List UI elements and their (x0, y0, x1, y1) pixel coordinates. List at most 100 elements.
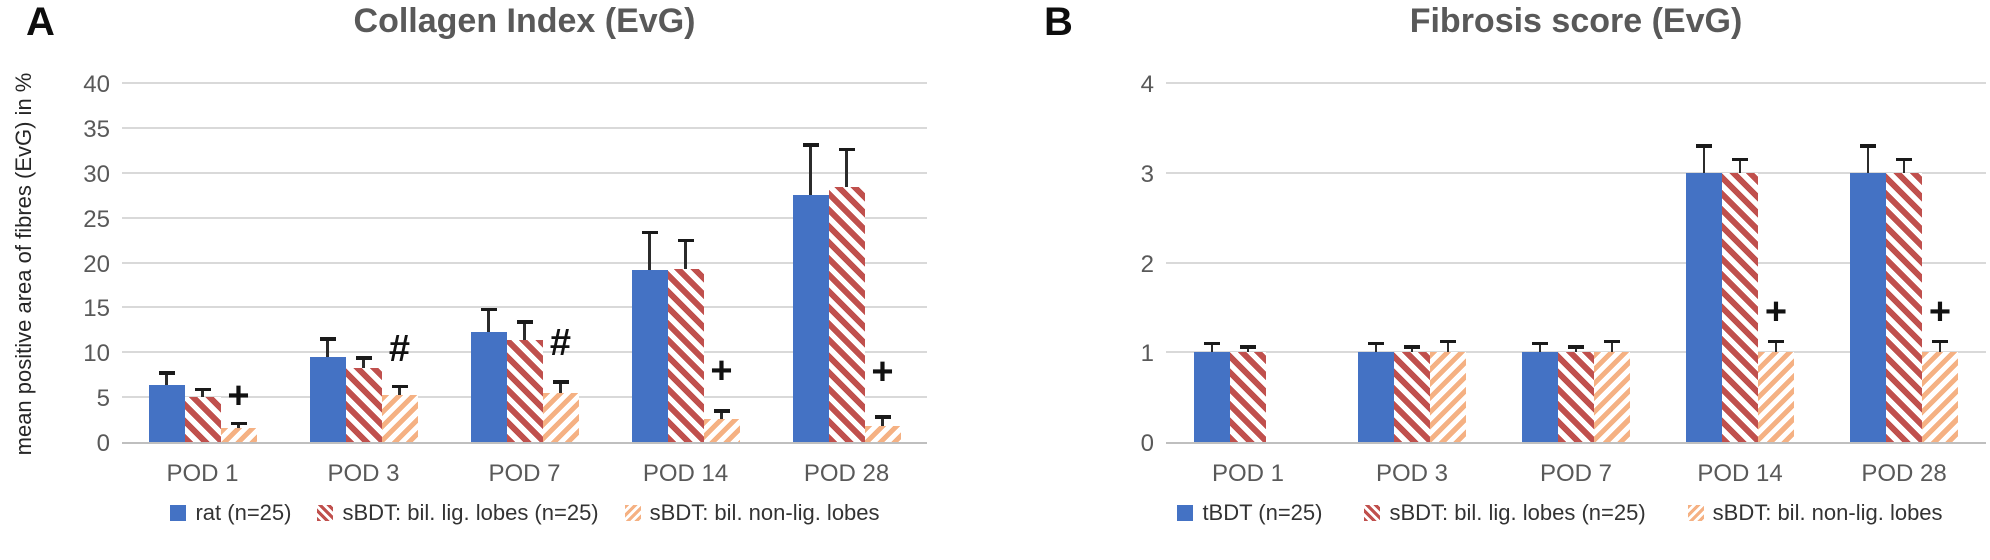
bar-solid-blue-pod-1 (148, 385, 185, 442)
error-whisker-cap (1240, 345, 1256, 349)
bar-striped-orange-pod-14 (703, 418, 740, 442)
annotation-hash: # (388, 327, 411, 370)
legend-label: tBDT (n=25) (1202, 500, 1323, 525)
y-tick-label: 0 (96, 430, 110, 457)
annotation-plus: + (871, 351, 894, 393)
error-whisker-cap (319, 337, 336, 341)
error-whisker-cap (1896, 157, 1912, 162)
error-whisker-cap (516, 320, 533, 324)
panel-a: A Collagen Index (EvG) mean positive are… (11, 0, 927, 526)
error-whisker (201, 389, 204, 398)
annotation-hash: # (549, 322, 572, 365)
error-whisker (1446, 341, 1450, 353)
legend-item: sBDT: bil. lig. lobes (n=25) (1364, 500, 1646, 526)
legend-swatch-striped-red (317, 505, 334, 521)
error-whisker-cap (1532, 341, 1548, 346)
error-whisker (326, 338, 329, 357)
bar-striped-orange-pod-14 (1758, 352, 1794, 442)
error-whisker (1610, 341, 1614, 353)
bar-striped-red-pod-14 (1722, 172, 1758, 442)
bar-solid-blue-pod-7 (470, 331, 507, 442)
gridline (1166, 171, 1986, 174)
chart-title-a: Collagen Index (EvG) (353, 2, 696, 40)
bar-solid-blue-pod-7 (1522, 352, 1558, 442)
error-whisker (1738, 159, 1742, 173)
error-whisker-cap (1860, 144, 1876, 148)
error-whisker (809, 144, 812, 196)
x-tick-label: POD 3 (1375, 460, 1449, 487)
error-whisker (720, 410, 723, 419)
annotation-plus: + (227, 375, 250, 418)
error-whisker-cap (391, 384, 408, 389)
y-tick-label: 5 (96, 385, 110, 413)
error-whisker-cap (480, 307, 497, 312)
error-whisker-cap (1932, 339, 1948, 344)
x-tick-label: POD 3 (327, 460, 400, 487)
legend-item: tBDT (n=25) (1177, 500, 1322, 526)
bar-striped-orange-pod-28 (1922, 352, 1958, 442)
error-whisker-cap (641, 230, 658, 234)
error-whisker (845, 149, 848, 188)
y-tick-label: 4 (1140, 71, 1154, 98)
bar-striped-red-pod-7 (506, 339, 543, 442)
bar-solid-blue-pod-3 (309, 356, 346, 442)
panel-b: B Fibrosis score (EvG) + + tBDT (n=25) sBD… (1000, 0, 1990, 560)
legend-swatch-striped-orange (624, 505, 641, 521)
bar-solid-blue-pod-3 (1358, 352, 1394, 442)
error-whisker (1574, 346, 1578, 353)
panel-label-b: B (1044, 0, 1073, 44)
error-whisker (237, 423, 240, 428)
error-whisker (648, 232, 651, 270)
legend-item: rat (n=25) (170, 500, 291, 526)
error-whisker (362, 357, 365, 369)
error-whisker-cap (1368, 341, 1384, 346)
error-whisker-cap (1440, 339, 1456, 344)
plot-area-a: + # # + + (122, 82, 927, 444)
error-whisker-cap (230, 421, 247, 426)
error-whisker (881, 416, 884, 426)
y-tick-label: 40 (83, 71, 110, 98)
error-whisker (1702, 145, 1706, 173)
x-tick-label: POD 28 (803, 460, 890, 487)
x-tick-label: POD 7 (1539, 460, 1613, 487)
legend-label: sBDT: bil. lig. lobes (n=25) (1389, 500, 1646, 525)
y-tick-label: 15 (83, 295, 110, 323)
bar-solid-blue-pod-28 (1850, 172, 1886, 442)
bar-striped-orange-pod-28 (864, 425, 901, 442)
error-whisker-cap (552, 380, 569, 384)
y-axis-title-b (1012, 54, 1036, 474)
error-whisker (398, 386, 401, 396)
legend-label: sBDT: bil. lig. lobes (n=25) (342, 500, 599, 525)
error-whisker-cap (874, 415, 891, 419)
y-tick-label: 25 (83, 205, 110, 233)
y-tick-label: 30 (83, 160, 110, 188)
legend-item: sBDT: bil. non-lig. lobes (624, 500, 880, 526)
x-tick-label: POD 14 (642, 460, 729, 487)
error-whisker (487, 309, 490, 332)
error-whisker-cap (355, 356, 372, 360)
error-whisker-cap (1732, 157, 1748, 162)
error-whisker (1902, 159, 1906, 173)
bar-striped-red-pod-1 (1230, 352, 1266, 442)
error-whisker-cap (1696, 144, 1712, 148)
annotation-plus: + (1764, 290, 1788, 333)
error-whisker (1210, 343, 1214, 353)
error-whisker (1410, 346, 1414, 353)
y-tick-label: 35 (83, 115, 110, 143)
bar-striped-orange-pod-7 (1594, 352, 1630, 442)
gridline (122, 82, 927, 84)
error-whisker-cap (1604, 339, 1620, 344)
legend-item: sBDT: bil. lig. lobes (n=25) (317, 500, 599, 526)
bar-striped-orange-pod-1 (220, 427, 257, 442)
x-tick-label: POD 7 (488, 460, 561, 487)
bar-solid-blue-pod-28 (792, 195, 829, 442)
bar-striped-red-pod-1 (184, 397, 221, 442)
error-whisker (684, 240, 687, 269)
gridline (1166, 261, 1986, 264)
legend-label: sBDT: bil. non-lig. lobes (1712, 500, 1943, 525)
error-whisker-cap (194, 387, 211, 392)
gridline (122, 306, 927, 309)
error-whisker-cap (1204, 341, 1220, 346)
chart-title-b: Fibrosis score (EvG) (1409, 2, 1743, 40)
